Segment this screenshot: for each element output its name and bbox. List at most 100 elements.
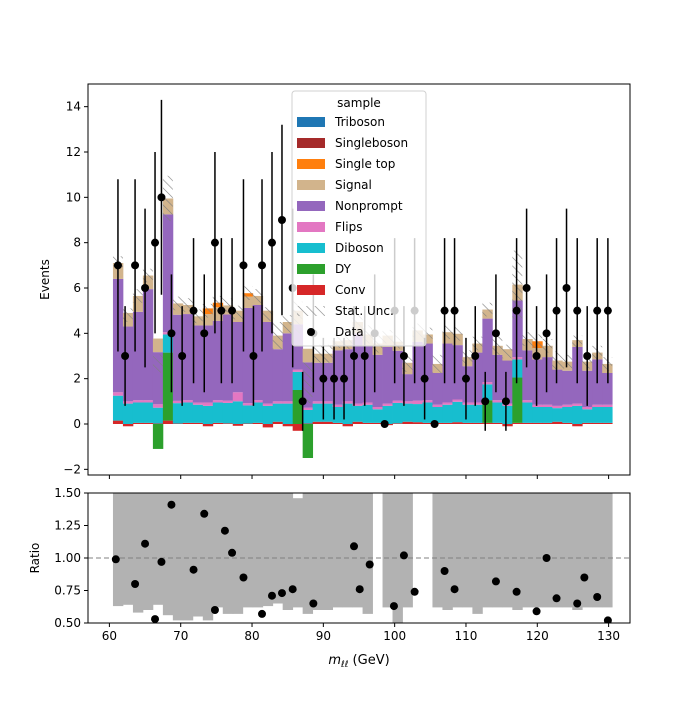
ratio-point-3 (151, 615, 159, 623)
ratio-point-29 (553, 594, 561, 602)
data-point-11 (217, 307, 225, 315)
bar-diboson-bin-28 (393, 403, 403, 423)
bar-diboson-bin-10 (213, 402, 223, 422)
data-point-49 (604, 307, 612, 315)
bar-flips-bin-33 (442, 402, 452, 404)
bar-conv-bin-37 (482, 423, 492, 424)
bar-diboson-bin-17 (283, 404, 293, 424)
ratio-band-bin-32 (432, 493, 442, 607)
stat-unc-bin-38 (492, 337, 502, 355)
ratio-point-9 (221, 527, 229, 535)
ratio-point-15 (289, 585, 297, 593)
ratio-band-bin-4 (153, 493, 163, 605)
data-point-40 (513, 307, 521, 315)
bar-diboson-bin-25 (363, 405, 373, 423)
main-ylabel: Events (38, 259, 52, 300)
bar-conv-bin-16 (273, 422, 283, 424)
bar-conv-bin-2 (133, 423, 143, 424)
bar-diboson-bin-1 (123, 404, 133, 424)
ratio-point-11 (239, 574, 247, 582)
legend-swatch-nonprompt (297, 201, 325, 211)
data-point-44 (553, 307, 561, 315)
data-point-23 (340, 375, 348, 383)
bar-flips-bin-16 (273, 401, 283, 403)
ratio-band-bin-43 (542, 493, 552, 607)
xtick-label-1: 70 (173, 629, 188, 643)
ratio-band-bin-21 (323, 493, 333, 610)
data-point-35 (462, 375, 470, 383)
bar-conv-bin-45 (562, 423, 572, 424)
bar-diboson-bin-35 (462, 405, 472, 423)
bar-diboson-bin-8 (193, 405, 203, 423)
bar-diboson-bin-13 (243, 405, 253, 423)
data-point-16 (268, 239, 276, 247)
xlabel-unit: (GeV) (348, 653, 389, 668)
legend-label-nonprompt: Nonprompt (335, 199, 403, 213)
data-point-21 (319, 375, 327, 383)
data-point-47 (583, 352, 591, 360)
ratio-band-bin-2 (133, 493, 143, 613)
bar-flips-bin-11 (223, 401, 233, 403)
bar-diboson-bin-46 (572, 406, 582, 424)
bar-conv-bin-22 (333, 423, 343, 424)
ratio-point-22 (411, 588, 419, 596)
bar-nonprompt-bin-12 (233, 322, 243, 392)
bar-conv-bin-11 (223, 423, 233, 424)
bar-flips-bin-47 (582, 407, 592, 409)
bar-flips-bin-42 (532, 405, 542, 407)
bar-flips-bin-3 (143, 400, 153, 402)
ratio-ylabel: Ratio (28, 543, 42, 574)
bar-diboson-bin-20 (313, 404, 323, 422)
bar-flips-bin-27 (383, 404, 393, 406)
x-axis-label: mℓℓ (GeV) (328, 653, 389, 670)
bar-diboson-bin-39 (502, 406, 512, 424)
bar-conv-bin-23 (343, 424, 353, 426)
legend-label-dy: DY (335, 262, 352, 276)
bar-nonprompt-bin-44 (552, 370, 562, 406)
bar-diboson-bin-7 (183, 402, 193, 422)
ratio-band-bin-46 (572, 493, 582, 610)
ratio-band-bin-44 (552, 493, 562, 607)
ratio-band-bin-49 (602, 493, 612, 607)
bar-diboson-bin-47 (582, 409, 592, 423)
bar-dy-bin-18 (293, 390, 303, 424)
data-point-10 (211, 239, 219, 247)
bar-diboson-bin-34 (452, 402, 462, 422)
bar-diboson-bin-18 (293, 372, 303, 390)
data-point-15 (258, 261, 266, 269)
ratio-point-10 (228, 549, 236, 557)
ratio-band-bin-37 (482, 493, 492, 607)
stat-unc-bin-19 (303, 362, 313, 403)
bar-flips-bin-14 (253, 400, 263, 402)
bar-flips-bin-10 (213, 400, 223, 402)
ratio-band-bin-27 (383, 493, 393, 607)
bar-conv-bin-29 (403, 422, 413, 424)
bar-diboson-bin-2 (133, 402, 143, 422)
bar-nonprompt-bin-38 (492, 355, 502, 400)
ratio-point-31 (580, 574, 588, 582)
bar-flips-bin-26 (373, 407, 383, 409)
bar-flips-bin-43 (542, 405, 552, 407)
bar-flips-bin-30 (412, 401, 422, 404)
ratio-band-bin-35 (462, 493, 472, 607)
bar-flips-bin-8 (193, 402, 203, 404)
stat-unc-bin-16 (273, 322, 283, 349)
bar-flips-bin-28 (393, 401, 403, 403)
ratio-band-bin-15 (263, 493, 273, 606)
ratio-point-26 (513, 588, 521, 596)
bar-nonprompt-bin-32 (432, 373, 442, 405)
ratio-band-bin-25 (363, 493, 373, 614)
legend-swatch-triboson (297, 117, 325, 127)
bar-conv-bin-28 (393, 423, 403, 424)
data-point-33 (441, 307, 449, 315)
bar-conv-bin-10 (213, 423, 223, 424)
ratio-point-17 (350, 542, 358, 550)
legend-swatch-dy (297, 264, 325, 274)
bar-nonprompt-bin-15 (263, 322, 273, 404)
data-point-31 (421, 375, 429, 383)
ratio-point-0 (112, 555, 120, 563)
bar-conv-bin-40 (512, 423, 522, 424)
bar-diboson-bin-38 (492, 402, 502, 422)
bar-diboson-bin-16 (273, 404, 283, 422)
